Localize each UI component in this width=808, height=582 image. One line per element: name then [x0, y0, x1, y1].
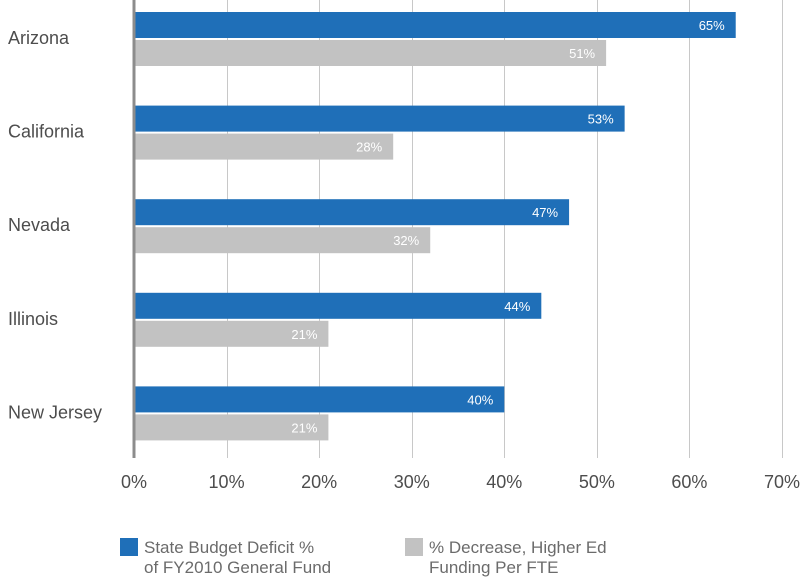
bar — [134, 40, 607, 66]
x-tick-label: 0% — [121, 472, 147, 492]
data-label: 53% — [588, 112, 614, 127]
bar — [134, 292, 542, 319]
legend-swatch — [405, 538, 423, 556]
data-label: 21% — [291, 327, 317, 342]
bar — [134, 386, 505, 413]
data-label: 21% — [291, 420, 317, 435]
x-tick-label: 40% — [486, 472, 522, 492]
bar — [134, 320, 329, 347]
data-label: 32% — [393, 233, 419, 248]
legend-label: of FY2010 General Fund — [144, 558, 331, 577]
data-label: 47% — [532, 205, 558, 220]
data-label: 65% — [699, 18, 725, 33]
data-label: 40% — [467, 392, 493, 407]
bar — [134, 199, 570, 226]
x-tick-labels: 0% 10% 20% 30% 40% 50% 60% 70% — [121, 472, 800, 492]
data-label: 44% — [504, 299, 530, 314]
legend-label: % Decrease, Higher Ed — [429, 538, 607, 557]
bar — [134, 227, 431, 254]
data-label: 28% — [356, 140, 382, 155]
legend-label: State Budget Deficit % — [144, 538, 314, 557]
bar — [134, 414, 329, 441]
x-tick-label: 70% — [764, 472, 800, 492]
bar — [134, 133, 394, 160]
category-label: Arizona — [8, 28, 70, 48]
x-tick-label: 50% — [579, 472, 615, 492]
data-label: 51% — [569, 46, 595, 61]
legend-swatch — [120, 538, 138, 556]
bar — [134, 12, 736, 38]
x-tick-label: 60% — [671, 472, 707, 492]
bars: 65% 51% 53% 28% 47% 32% 44% 21% 40% 21% — [134, 12, 736, 441]
legend: State Budget Deficit %of FY2010 General … — [120, 538, 607, 577]
x-tick-label: 10% — [209, 472, 245, 492]
category-label: Illinois — [8, 309, 58, 329]
x-tick-label: 30% — [394, 472, 430, 492]
bar — [134, 105, 625, 132]
category-label: Nevada — [8, 215, 71, 235]
category-label: New Jersey — [8, 402, 102, 422]
category-labels: Arizona California Nevada Illinois New Jerse… — [8, 28, 102, 422]
x-tick-label: 20% — [301, 472, 337, 492]
category-label: California — [8, 122, 85, 142]
legend-label: Funding Per FTE — [429, 558, 558, 577]
